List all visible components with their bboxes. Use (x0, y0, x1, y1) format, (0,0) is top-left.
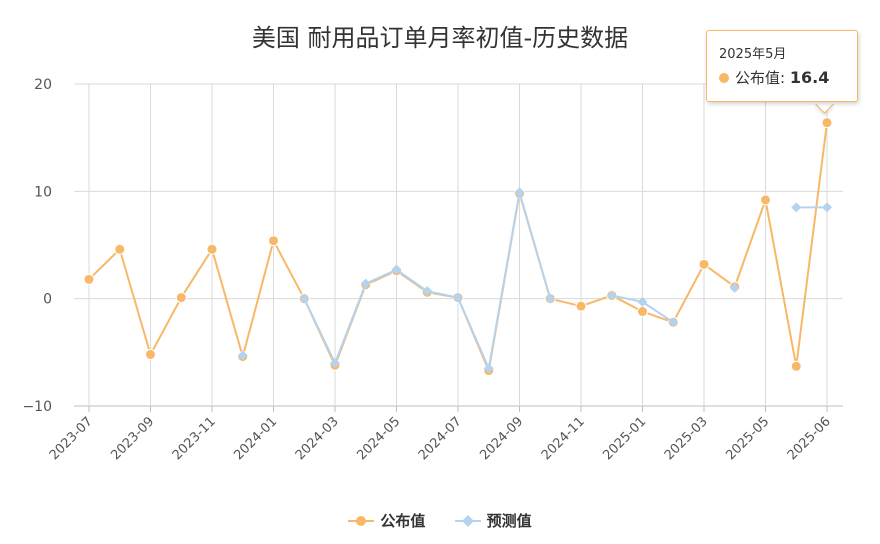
forecast-point (545, 293, 556, 304)
published-point (698, 258, 710, 270)
forecast-point (330, 358, 340, 369)
x-tick-label: 2024-05 (354, 414, 403, 463)
published-point (83, 273, 95, 285)
legend-label-published: 公布值 (380, 512, 426, 530)
published-point (175, 292, 187, 304)
x-tick-label: 2024-09 (477, 414, 526, 463)
chart-title: 美国 耐用品订单月率初值-历史数据 (251, 24, 629, 52)
forecast-line (303, 191, 552, 370)
legend-item-forecast[interactable]: 预测值 (454, 510, 532, 531)
x-tick-label: 2025-03 (662, 414, 711, 463)
x-tick-label: 2023-11 (170, 414, 219, 463)
forecast-point (237, 350, 248, 361)
y-tick-label: 10 (34, 184, 52, 200)
tooltip-value: 16.4 (789, 68, 830, 87)
x-tick-label: 2025-01 (600, 414, 649, 463)
x-tick-label: 2023-07 (47, 414, 96, 463)
published-point (821, 117, 833, 129)
legend-label-forecast: 预测值 (486, 512, 532, 530)
forecast-point (791, 202, 802, 213)
chart-legend: 公布值 预测值 (0, 510, 880, 531)
forecast-point (391, 264, 402, 275)
x-tick-label: 2024-01 (231, 414, 280, 463)
tooltip-row: 公布值: 16.4 (719, 67, 829, 88)
published-point (206, 243, 218, 255)
legend-item-published[interactable]: 公布值 (348, 510, 425, 531)
x-tick-label: 2025-05 (723, 414, 772, 463)
forecast-point (422, 286, 433, 297)
forecast-point (299, 293, 310, 304)
published-point (145, 348, 156, 360)
published-point (114, 243, 126, 255)
published-point (637, 306, 648, 318)
forecast-point (637, 296, 648, 307)
published-point (268, 235, 279, 247)
x-tick-label: 2023-09 (108, 414, 157, 463)
forecast-point (514, 187, 525, 198)
forecast-point (483, 363, 494, 374)
forecast-point (822, 202, 832, 213)
tooltip-series-dot (719, 73, 729, 83)
published-point (760, 194, 771, 206)
tooltip-date: 2025年5月 (719, 47, 787, 62)
y-tick-label: −10 (22, 399, 52, 415)
y-tick-label: 0 (43, 292, 52, 308)
published-point (575, 300, 587, 312)
forecast-point (606, 290, 617, 301)
forecast-point (360, 278, 371, 289)
forecast-point (453, 292, 463, 303)
tooltip-series-label: 公布值: (735, 69, 786, 87)
forecast-point (668, 317, 679, 328)
forecast-point (729, 282, 740, 293)
tooltip: 2025年5月 公布值: 16.4 (706, 30, 858, 102)
circle-marker-icon (348, 516, 375, 526)
published-point (790, 360, 802, 372)
diamond-marker-icon (454, 515, 481, 527)
x-tick-label: 2024-07 (416, 414, 465, 463)
x-tick-label: 2024-11 (539, 414, 588, 463)
x-tick-label: 2025-06 (785, 414, 834, 463)
x-tick-label: 2024-03 (293, 414, 342, 463)
y-tick-label: 20 (34, 77, 52, 93)
